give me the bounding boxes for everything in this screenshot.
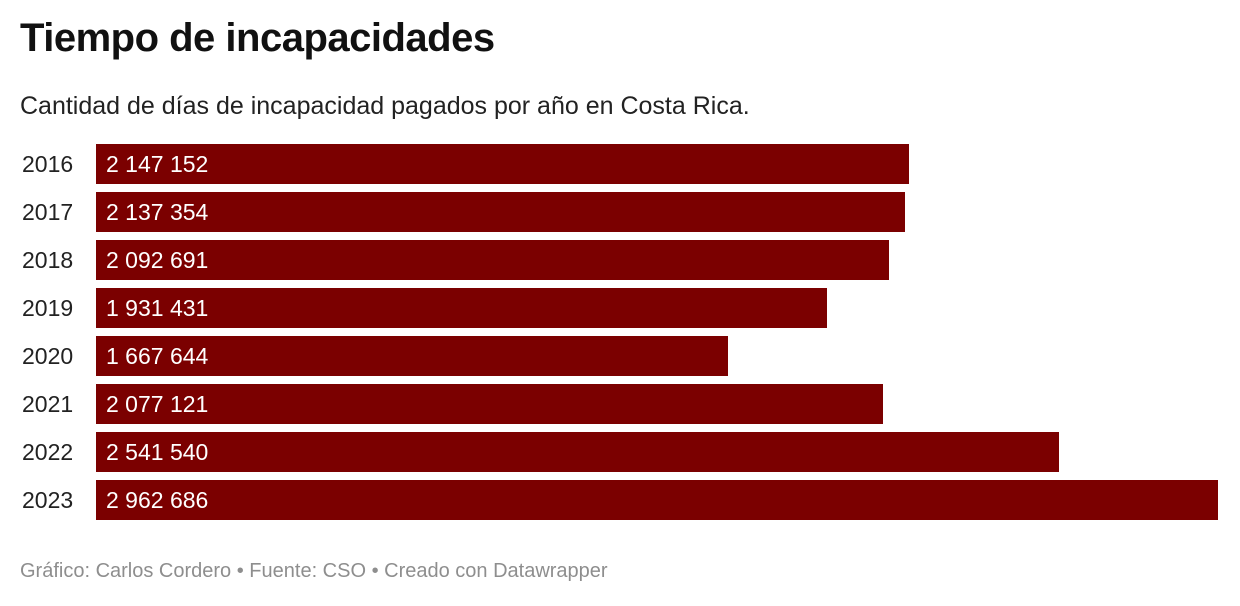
bar-row-2018: 2018 2 092 691 xyxy=(0,240,1240,280)
bar-row-2016: 2016 2 147 152 xyxy=(0,144,1240,184)
category-label-2023: 2023 xyxy=(22,487,74,513)
chart-footer: Gráfico: Carlos Cordero • Fuente: CSO • … xyxy=(20,560,608,582)
bar-row-2017: 2017 2 137 354 xyxy=(0,192,1240,232)
value-label-2016: 2 147 152 xyxy=(106,151,209,177)
bar-2016 xyxy=(96,144,909,184)
value-label-2018: 2 092 691 xyxy=(106,247,209,273)
chart-title: Tiempo de incapacidades xyxy=(20,16,495,60)
value-label-2022: 2 541 540 xyxy=(106,439,209,465)
bar-row-2021: 2021 2 077 121 xyxy=(0,384,1240,424)
bar-2019 xyxy=(96,288,827,328)
bar-2023 xyxy=(96,480,1218,520)
category-label-2022: 2022 xyxy=(22,439,74,465)
bar-row-2019: 2019 1 931 431 xyxy=(0,288,1240,328)
value-label-2023: 2 962 686 xyxy=(106,487,209,513)
bar-2020 xyxy=(96,336,728,376)
value-label-2019: 1 931 431 xyxy=(106,295,209,321)
bar-row-2022: 2022 2 541 540 xyxy=(0,432,1240,472)
bar-row-2023: 2023 2 962 686 xyxy=(0,480,1240,520)
category-label-2016: 2016 xyxy=(22,151,74,177)
value-label-2021: 2 077 121 xyxy=(106,391,209,417)
bar-2022 xyxy=(96,432,1059,472)
value-label-2017: 2 137 354 xyxy=(106,199,209,225)
category-label-2018: 2018 xyxy=(22,247,74,273)
bar-2018 xyxy=(96,240,889,280)
bar-2021 xyxy=(96,384,883,424)
bar-row-2020: 2020 1 667 644 xyxy=(0,336,1240,376)
category-label-2021: 2021 xyxy=(22,391,74,417)
category-label-2017: 2017 xyxy=(22,199,74,225)
value-label-2020: 1 667 644 xyxy=(106,343,209,369)
bar-2017 xyxy=(96,192,905,232)
category-label-2019: 2019 xyxy=(22,295,74,321)
category-label-2020: 2020 xyxy=(22,343,74,369)
chart-subtitle: Cantidad de días de incapacidad pagados … xyxy=(20,92,750,120)
